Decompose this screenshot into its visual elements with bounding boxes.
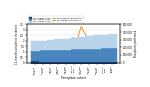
X-axis label: Transplant cohort: Transplant cohort	[60, 76, 87, 80]
Legend: Mucorales 2001, Mucorales 2002, Mucorales 2003, Fusarium/Scedosporium, Mucorales: Mucorales 2001, Mucorales 2002, Mucorale…	[28, 16, 84, 23]
Y-axis label: 12-month cumulative incidence: 12-month cumulative incidence	[15, 23, 19, 64]
Y-axis label: Transplants performed: Transplants performed	[134, 29, 138, 58]
